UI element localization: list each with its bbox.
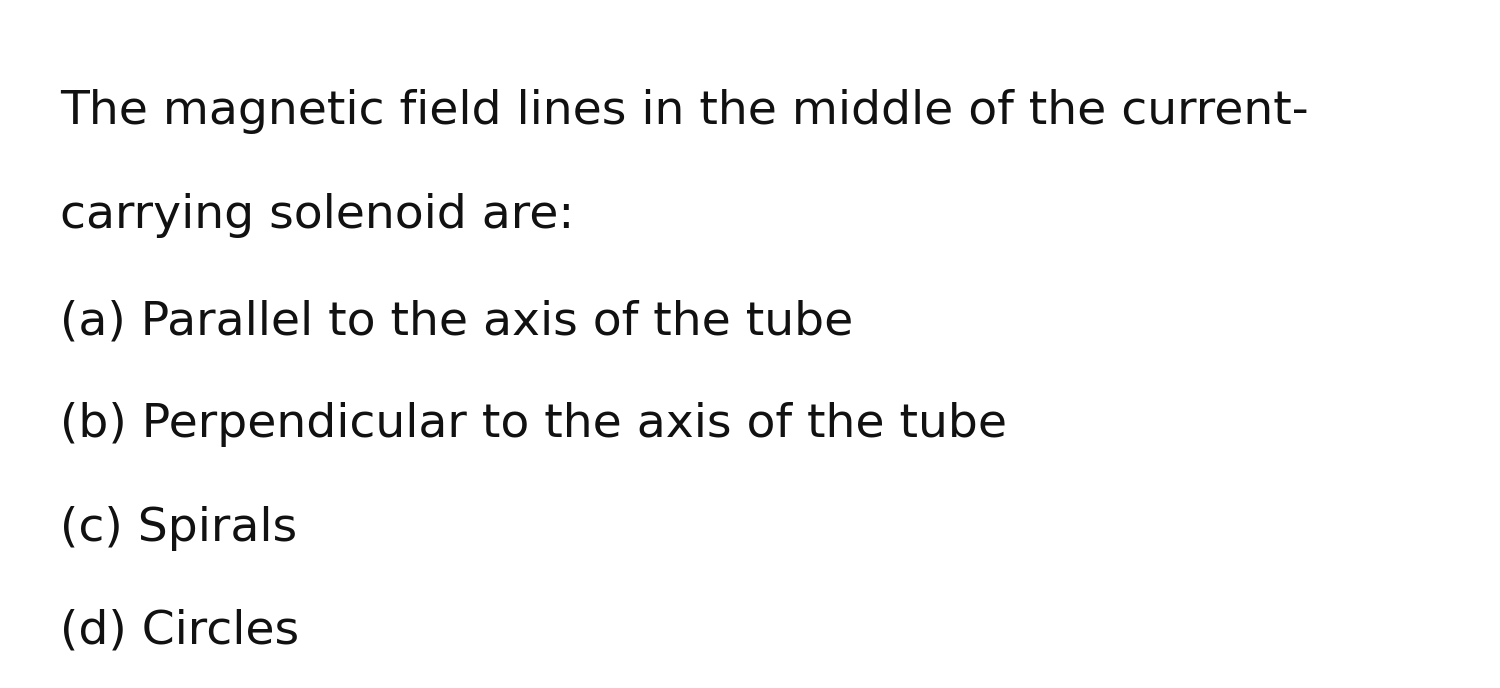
Text: (a) Parallel to the axis of the tube: (a) Parallel to the axis of the tube (60, 299, 853, 344)
Text: carrying solenoid are:: carrying solenoid are: (60, 193, 574, 237)
Text: (b) Perpendicular to the axis of the tube: (b) Perpendicular to the axis of the tub… (60, 402, 1006, 447)
Text: (c) Spirals: (c) Spirals (60, 506, 297, 550)
Text: The magnetic field lines in the middle of the current-: The magnetic field lines in the middle o… (60, 89, 1308, 134)
Text: (d) Circles: (d) Circles (60, 609, 298, 654)
